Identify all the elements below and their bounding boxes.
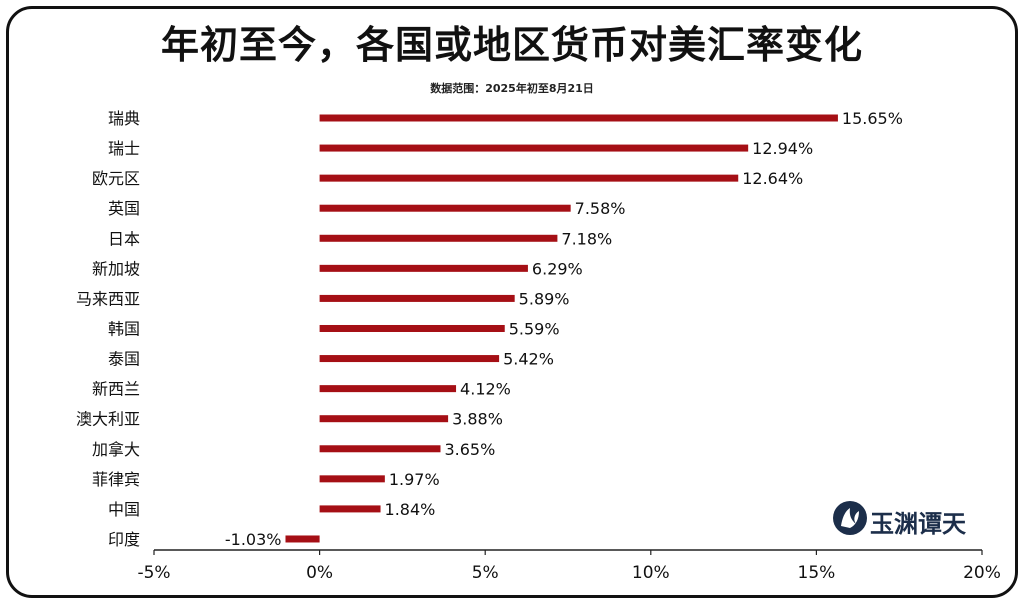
category-label: 日本 xyxy=(108,229,140,248)
chart-subtitle: 数据范围：2025年初至8月21日 xyxy=(430,82,594,95)
category-label: 中国 xyxy=(108,500,140,519)
category-label: 澳大利亚 xyxy=(76,410,140,429)
bar-7 xyxy=(319,324,505,332)
category-label: 韩国 xyxy=(108,319,140,338)
data-label: 3.65% xyxy=(444,440,495,459)
category-label: 菲律宾 xyxy=(92,470,140,489)
bar-6 xyxy=(319,294,515,302)
data-label: 3.88% xyxy=(452,410,503,429)
data-label: 4.12% xyxy=(460,380,511,399)
bar-2 xyxy=(319,174,739,182)
chart-frame xyxy=(6,6,1018,598)
watermark-logo: 玉渊谭天 xyxy=(832,500,982,540)
x-tick-label: 10% xyxy=(632,563,670,583)
data-label: 5.89% xyxy=(519,289,570,308)
chart-title: 年初至今，各国或地区货币对美汇率变化 xyxy=(160,23,863,67)
category-label: 马来西亚 xyxy=(76,289,140,308)
category-label: 瑞典 xyxy=(108,109,140,128)
bar-1 xyxy=(319,144,749,152)
data-label: 12.64% xyxy=(742,169,803,188)
bar-3 xyxy=(319,204,571,212)
category-label: 新加坡 xyxy=(92,259,140,278)
x-tick-label: -5% xyxy=(137,563,170,583)
category-label: 加拿大 xyxy=(92,440,140,459)
category-label: 瑞士 xyxy=(108,139,140,158)
data-label: 1.97% xyxy=(389,470,440,489)
data-label: 12.94% xyxy=(752,139,813,158)
data-label: -1.03% xyxy=(225,530,282,549)
x-tick-label: 15% xyxy=(798,563,836,583)
x-tick-label: 20% xyxy=(963,563,1001,583)
bar-12 xyxy=(319,475,385,483)
watermark-text: 玉渊谭天 xyxy=(870,509,966,538)
category-label: 新西兰 xyxy=(92,380,140,399)
data-label: 15.65% xyxy=(842,109,903,128)
bar-13 xyxy=(319,505,381,513)
category-label: 泰国 xyxy=(108,350,140,369)
data-label: 5.59% xyxy=(509,319,560,338)
category-label: 印度 xyxy=(108,530,140,549)
category-label: 欧元区 xyxy=(92,169,140,188)
data-label: 6.29% xyxy=(532,259,583,278)
bar-9 xyxy=(319,385,457,393)
data-label: 7.18% xyxy=(561,229,612,248)
data-label: 5.42% xyxy=(503,350,554,369)
x-tick-label: 0% xyxy=(306,563,333,583)
bar-4 xyxy=(319,234,558,242)
data-label: 7.58% xyxy=(575,199,626,218)
bar-5 xyxy=(319,264,528,272)
category-label: 英国 xyxy=(108,199,140,218)
logo-emblem-icon xyxy=(833,501,867,535)
bar-10 xyxy=(319,415,449,423)
bar-8 xyxy=(319,355,500,363)
data-label: 1.84% xyxy=(385,500,436,519)
bar-11 xyxy=(319,445,441,453)
bar-14 xyxy=(285,535,320,543)
x-tick-label: 5% xyxy=(472,563,499,583)
bar-0 xyxy=(319,114,838,122)
